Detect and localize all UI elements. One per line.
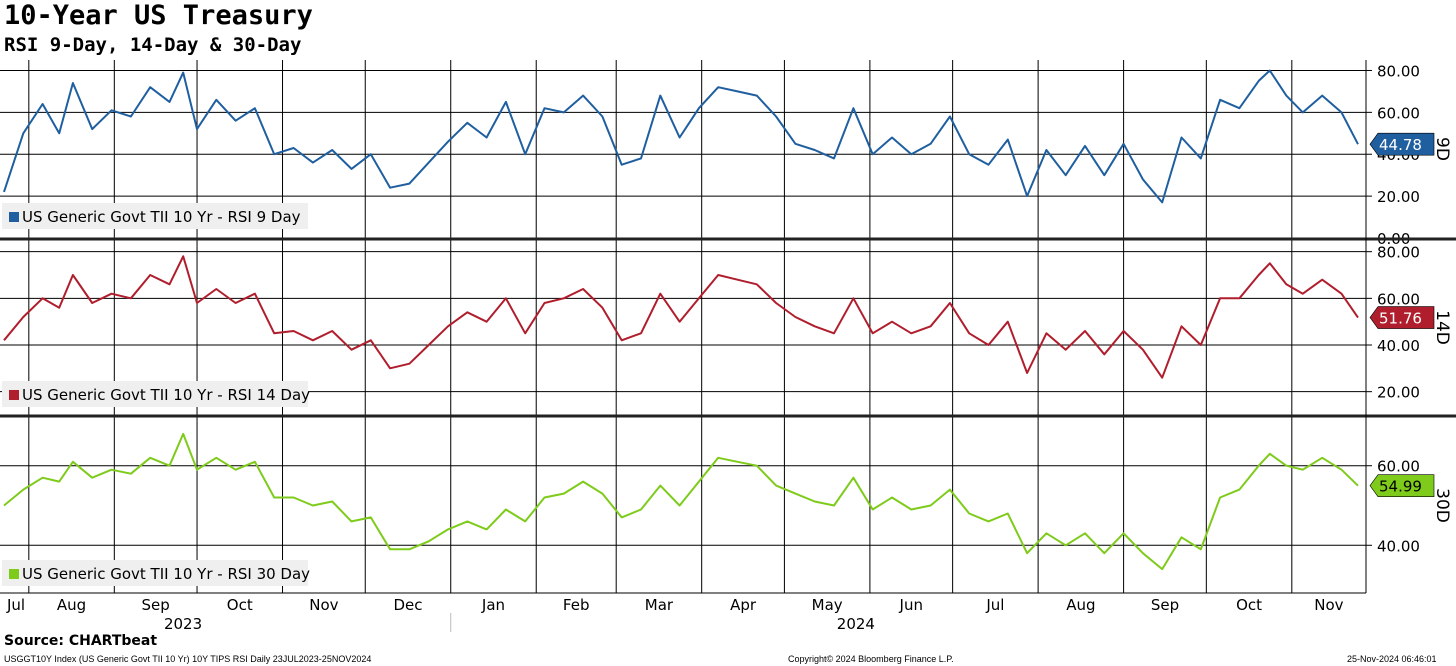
- x-tick-label: Aug: [57, 596, 86, 614]
- x-tick-label: Oct: [227, 596, 253, 614]
- panel-axis-label: 9D: [1432, 137, 1452, 161]
- series-line: [3, 69, 1359, 204]
- legend-swatch: [9, 390, 19, 400]
- y-tick-label: 40.00: [1377, 537, 1420, 555]
- y-tick-label: 80.00: [1377, 62, 1420, 80]
- x-tick-label: Jul: [985, 596, 1004, 614]
- x-tick-label: Mar: [645, 596, 674, 614]
- x-tick-label: Sep: [142, 596, 170, 614]
- x-tick-label: Feb: [563, 596, 590, 614]
- y-tick-label: 20.00: [1377, 188, 1420, 206]
- series-line: [3, 255, 1359, 379]
- legend-label: US Generic Govt TII 10 Yr - RSI 9 Day: [22, 208, 301, 226]
- last-value-label: 54.99: [1379, 478, 1422, 496]
- chart-subtitle: RSI 9-Day, 14-Day & 30-Day: [4, 34, 302, 56]
- series-line: [3, 432, 1359, 571]
- chart-title: 10-Year US Treasury: [4, 0, 313, 31]
- legend-label: US Generic Govt TII 10 Yr - RSI 14 Day: [22, 386, 310, 404]
- x-tick-label: Nov: [309, 596, 338, 614]
- y-tick-label: 60.00: [1377, 104, 1420, 122]
- legend-swatch: [9, 212, 19, 222]
- footer-copyright: Copyright© 2024 Bloomberg Finance L.P.: [788, 654, 954, 664]
- last-value-tag: [1369, 132, 1435, 156]
- y-tick-label: 80.00: [1377, 244, 1420, 262]
- x-tick-label: Apr: [730, 596, 757, 614]
- y-tick-label: 60.00: [1377, 458, 1420, 476]
- legend-label: US Generic Govt TII 10 Yr - RSI 30 Day: [22, 565, 310, 583]
- x-tick-label: May: [812, 596, 843, 614]
- legend-box: [2, 381, 308, 407]
- x-year-label: 2024: [837, 615, 875, 633]
- footer-timestamp: 25-Nov-2024 06:46:01: [1347, 654, 1437, 664]
- y-tick-label: 20.00: [1377, 384, 1420, 402]
- legend-swatch: [9, 569, 19, 579]
- x-tick-label: Nov: [1314, 596, 1343, 614]
- source-note: Source: CHARTbeat: [4, 633, 158, 649]
- x-tick-label: Jul: [6, 596, 25, 614]
- x-tick-label: Jan: [481, 596, 505, 614]
- panel-axis-label: 30D: [1432, 488, 1452, 523]
- last-value-tag: [1369, 474, 1435, 497]
- x-tick-label: Oct: [1236, 596, 1262, 614]
- legend-box: [2, 203, 308, 229]
- y-tick-label: 60.00: [1377, 290, 1420, 308]
- x-tick-label: Sep: [1151, 596, 1179, 614]
- panel-axis-label: 14D: [1432, 310, 1452, 345]
- x-tick-label: Aug: [1066, 596, 1095, 614]
- y-tick-label: 40.00: [1377, 337, 1420, 355]
- last-value-label: 51.76: [1379, 310, 1422, 328]
- footer-index-info: USGGT10Y Index (US Generic Govt TII 10 Y…: [4, 654, 372, 664]
- last-value-tag: [1369, 306, 1435, 329]
- legend-box: [2, 560, 308, 586]
- x-year-label: 2023: [164, 615, 202, 633]
- last-value-label: 44.78: [1379, 136, 1422, 154]
- x-tick-label: Dec: [393, 596, 422, 614]
- x-tick-label: Jun: [899, 596, 923, 614]
